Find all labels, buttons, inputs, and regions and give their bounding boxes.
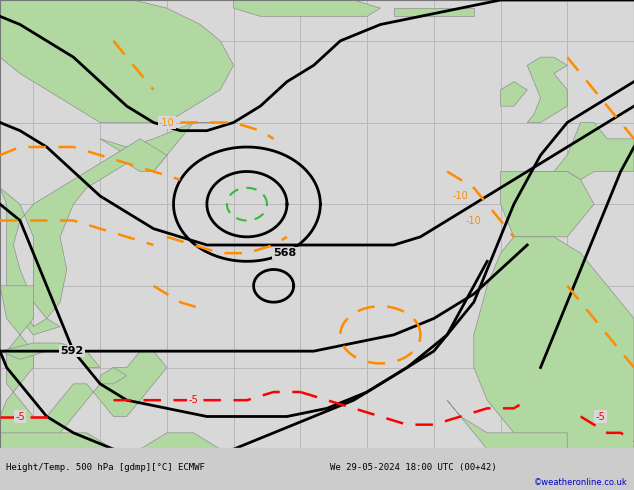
Polygon shape [394,8,474,16]
Polygon shape [0,139,167,335]
Polygon shape [447,400,567,466]
Polygon shape [500,172,594,237]
Text: -5: -5 [15,412,25,421]
Polygon shape [474,237,634,490]
Text: -10: -10 [159,118,175,127]
Text: ©weatheronline.co.uk: ©weatheronline.co.uk [534,478,628,487]
Polygon shape [527,57,567,122]
Polygon shape [0,433,233,490]
Polygon shape [0,286,167,449]
Text: We 29-05-2024 18:00 UTC (00+42): We 29-05-2024 18:00 UTC (00+42) [330,463,496,471]
Text: Height/Temp. 500 hPa [gdmp][°C] ECMWF: Height/Temp. 500 hPa [gdmp][°C] ECMWF [6,463,205,471]
Polygon shape [567,466,634,490]
Polygon shape [233,0,380,16]
Text: 592: 592 [60,346,83,356]
Polygon shape [534,122,634,180]
Polygon shape [500,82,527,106]
Text: -5: -5 [189,395,198,405]
Text: -5: -5 [596,412,605,421]
Polygon shape [0,0,233,122]
Polygon shape [100,122,220,172]
Polygon shape [0,343,100,368]
Text: -10: -10 [453,191,469,201]
Polygon shape [100,368,127,384]
Text: -10: -10 [466,216,482,225]
Text: 568: 568 [274,248,297,258]
Bar [0,448,634,490]
